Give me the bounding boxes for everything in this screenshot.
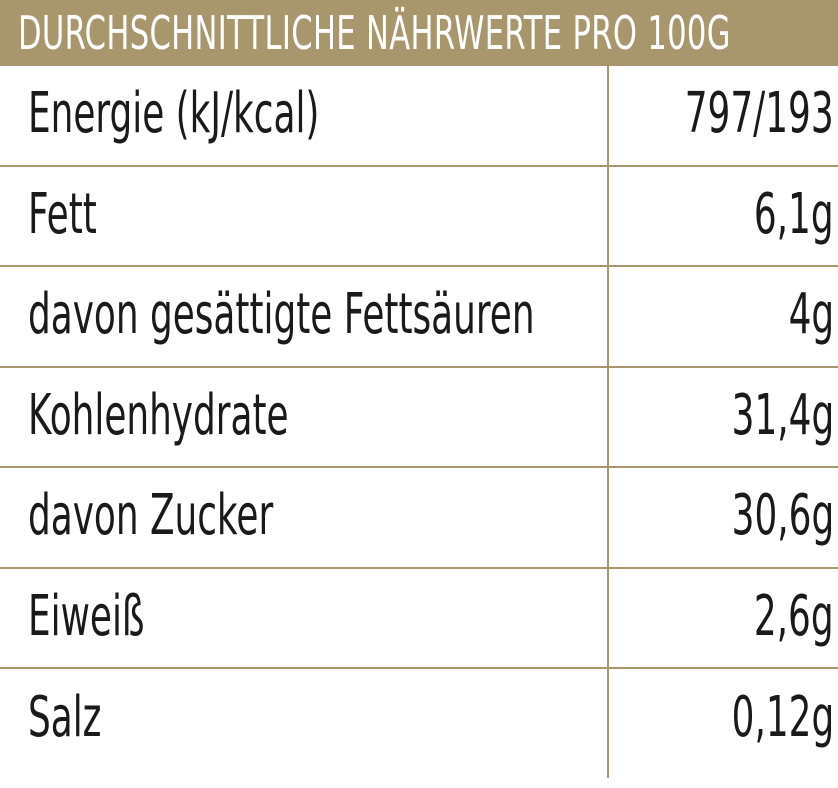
- table-row: Fett 6,1g: [0, 167, 838, 267]
- table-title: DURCHSCHNITTLICHE NÄHRWERTE PRO 100G: [18, 6, 731, 60]
- row-value-salt: 0,12g: [731, 685, 834, 751]
- column-divider: [607, 66, 609, 778]
- row-value-energy: 797/193: [685, 81, 834, 147]
- row-value-saturated-fat: 4g: [788, 282, 834, 348]
- table-row: davon gesättigte Fettsäuren 4g: [0, 267, 838, 368]
- table-header: DURCHSCHNITTLICHE NÄHRWERTE PRO 100G: [0, 0, 838, 66]
- table-row: Energie (kJ/kcal) 797/193: [0, 66, 838, 167]
- row-label-saturated-fat: davon gesättigte Fettsäuren: [28, 282, 535, 348]
- row-label-protein: Eiweiß: [28, 583, 145, 649]
- table-row: Eiweiß 2,6g: [0, 569, 838, 669]
- row-value-carbohydrates: 31,4g: [731, 382, 834, 448]
- row-value-fat: 6,1g: [754, 181, 834, 247]
- table-row: Salz 0,12g: [0, 669, 838, 770]
- row-label-fat: Fett: [28, 181, 97, 247]
- row-value-sugar: 30,6g: [731, 483, 834, 549]
- row-label-sugar: davon Zucker: [28, 483, 274, 549]
- table-body: Energie (kJ/kcal) 797/193 Fett 6,1g davo…: [0, 66, 838, 770]
- table-row: davon Zucker 30,6g: [0, 468, 838, 569]
- table-row: Kohlenhydrate 31,4g: [0, 368, 838, 468]
- row-label-salt: Salz: [28, 685, 102, 751]
- row-label-carbohydrates: Kohlenhydrate: [28, 382, 289, 448]
- row-label-energy: Energie (kJ/kcal): [28, 81, 320, 147]
- row-value-protein: 2,6g: [754, 583, 834, 649]
